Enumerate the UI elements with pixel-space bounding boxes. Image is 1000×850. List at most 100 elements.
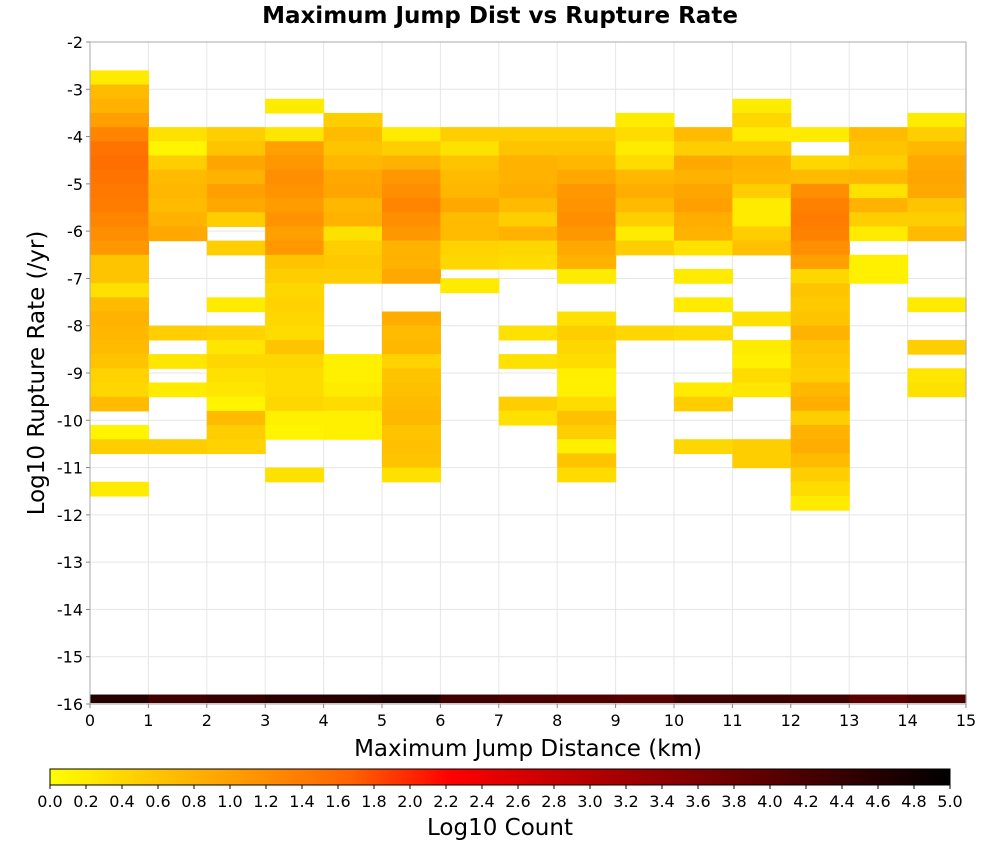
heatmap-cell bbox=[907, 183, 967, 199]
heatmap-cell-bottom bbox=[498, 694, 558, 704]
heatmap-cell bbox=[907, 112, 967, 128]
y-axis-label: Log10 Rupture Rate (/yr) bbox=[24, 231, 50, 516]
heatmap-cell bbox=[557, 382, 617, 398]
x-tick-label: 9 bbox=[611, 711, 621, 730]
heatmap-cell bbox=[90, 368, 149, 384]
heatmap-cell bbox=[732, 311, 792, 327]
heatmap-cell bbox=[498, 240, 558, 256]
heatmap-cell bbox=[849, 127, 909, 142]
heatmap-cell bbox=[382, 339, 441, 355]
y-tick-label: -9 bbox=[67, 364, 83, 383]
heatmap-cell bbox=[90, 311, 149, 327]
heatmap-cell bbox=[265, 169, 325, 185]
heatmap-cell bbox=[382, 425, 441, 440]
heatmap-cell bbox=[90, 155, 149, 171]
colorbar-tick-label: 0.6 bbox=[145, 792, 170, 811]
heatmap-cell bbox=[907, 368, 967, 384]
colorbar-tick-label: 4.4 bbox=[829, 792, 854, 811]
heatmap-cell bbox=[323, 240, 383, 256]
heatmap-cell bbox=[557, 169, 617, 185]
y-tick-label: -14 bbox=[57, 600, 83, 619]
heatmap-cell bbox=[148, 439, 208, 454]
heatmap-cell bbox=[440, 141, 500, 157]
heatmap-cell bbox=[674, 141, 733, 157]
heatmap-cell bbox=[790, 212, 850, 228]
heatmap-cell bbox=[265, 410, 325, 426]
colorbar-tick-label: 4.8 bbox=[901, 792, 926, 811]
heatmap-cell bbox=[90, 198, 149, 213]
heatmap-cell bbox=[907, 141, 967, 157]
heatmap-cell bbox=[90, 240, 149, 256]
colorbar-tick-label: 0.8 bbox=[181, 792, 206, 811]
heatmap-cell bbox=[90, 325, 149, 341]
heatmap-cell-bottom bbox=[206, 694, 266, 704]
heatmap-cell bbox=[615, 240, 675, 256]
heatmap-cell bbox=[790, 453, 850, 469]
heatmap-cell bbox=[674, 240, 733, 256]
heatmap-cell bbox=[498, 198, 558, 213]
heatmap-cell bbox=[382, 127, 441, 142]
heatmap-cell bbox=[382, 311, 441, 327]
heatmap-cell bbox=[440, 212, 500, 228]
heatmap-cell bbox=[90, 396, 149, 412]
heatmap-cell bbox=[90, 127, 149, 142]
x-tick-label: 14 bbox=[897, 711, 917, 730]
heatmap-cell bbox=[557, 198, 617, 213]
heatmap-cell bbox=[557, 368, 617, 384]
heatmap-cell bbox=[498, 127, 558, 142]
heatmap-cell bbox=[674, 396, 733, 412]
y-tick-label: -7 bbox=[67, 269, 83, 288]
heatmap-cell bbox=[849, 155, 909, 171]
colorbar-tick-label: 0.0 bbox=[37, 792, 62, 811]
heatmap-cell bbox=[615, 141, 675, 157]
heatmap-cell-bottom bbox=[790, 694, 850, 704]
heatmap-cell bbox=[732, 439, 792, 454]
heatmap-cell bbox=[206, 368, 266, 384]
x-tick-label: 8 bbox=[552, 711, 562, 730]
heatmap-cell bbox=[849, 183, 909, 199]
heatmap-cell bbox=[323, 425, 383, 440]
heatmap-cell bbox=[790, 481, 850, 497]
heatmap-cell-bottom bbox=[323, 694, 383, 704]
heatmap-cell bbox=[90, 84, 149, 100]
heatmap-cell bbox=[790, 169, 850, 185]
heatmap-cells bbox=[90, 70, 967, 704]
heatmap-cell bbox=[907, 198, 967, 213]
heatmap-cell bbox=[90, 339, 149, 355]
heatmap-cell bbox=[382, 467, 441, 483]
y-tick-label: -15 bbox=[57, 648, 83, 667]
heatmap-cell bbox=[790, 198, 850, 213]
heatmap-cell bbox=[557, 141, 617, 157]
heatmap-cell bbox=[382, 325, 441, 341]
heatmap-cell bbox=[907, 339, 967, 355]
y-tick-label: -13 bbox=[57, 553, 83, 572]
heatmap-cell bbox=[615, 169, 675, 185]
heatmap-cell bbox=[265, 240, 325, 256]
heatmap-cell bbox=[440, 127, 500, 142]
heatmap-cell bbox=[265, 368, 325, 384]
heatmap-cell bbox=[674, 226, 733, 242]
heatmap-cell bbox=[148, 226, 208, 242]
heatmap-cell bbox=[498, 169, 558, 185]
heatmap-cell bbox=[323, 198, 383, 213]
heatmap-cell bbox=[382, 453, 441, 469]
heatmap-cell bbox=[382, 368, 441, 384]
heatmap-cell bbox=[615, 155, 675, 171]
heatmap-cell bbox=[907, 297, 967, 313]
heatmap-cell bbox=[265, 339, 325, 355]
colorbar-tick-label: 1.2 bbox=[253, 792, 278, 811]
heatmap-cell bbox=[557, 311, 617, 327]
heatmap-cell bbox=[323, 396, 383, 412]
heatmap-cell bbox=[265, 311, 325, 327]
colorbar-tick-label: 4.6 bbox=[865, 792, 890, 811]
heatmap-cell bbox=[790, 495, 850, 511]
heatmap-cell bbox=[849, 141, 909, 157]
heatmap-cell bbox=[557, 240, 617, 256]
heatmap-cell bbox=[557, 410, 617, 426]
heatmap-cell bbox=[265, 127, 325, 142]
colorbar-tick-label: 5.0 bbox=[937, 792, 962, 811]
y-tick-label: -3 bbox=[67, 80, 83, 99]
heatmap-cell bbox=[323, 254, 383, 270]
heatmap-cell bbox=[674, 212, 733, 228]
colorbar bbox=[49, 768, 951, 786]
